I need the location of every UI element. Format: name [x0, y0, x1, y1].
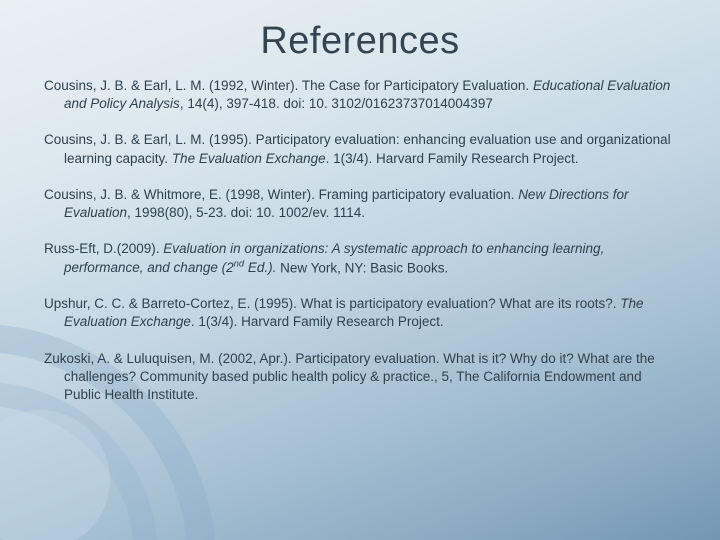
reference-item: Zukoski, A. & Luluquisen, M. (2002, Apr.… — [44, 350, 676, 405]
slide-content: References Cousins, J. B. & Earl, L. M. … — [0, 0, 720, 540]
reference-item: Cousins, J. B. & Whitmore, E. (1998, Win… — [44, 186, 676, 222]
slide: References Cousins, J. B. & Earl, L. M. … — [0, 0, 720, 540]
reference-item: Cousins, J. B. & Earl, L. M. (1995). Par… — [44, 131, 676, 167]
reference-item: Upshur, C. C. & Barreto-Cortez, E. (1995… — [44, 295, 676, 331]
reference-item: Cousins, J. B. & Earl, L. M. (1992, Wint… — [44, 77, 676, 113]
page-title: References — [44, 20, 676, 63]
reference-item: Russ-Eft, D.(2009). Evaluation in organi… — [44, 240, 676, 277]
